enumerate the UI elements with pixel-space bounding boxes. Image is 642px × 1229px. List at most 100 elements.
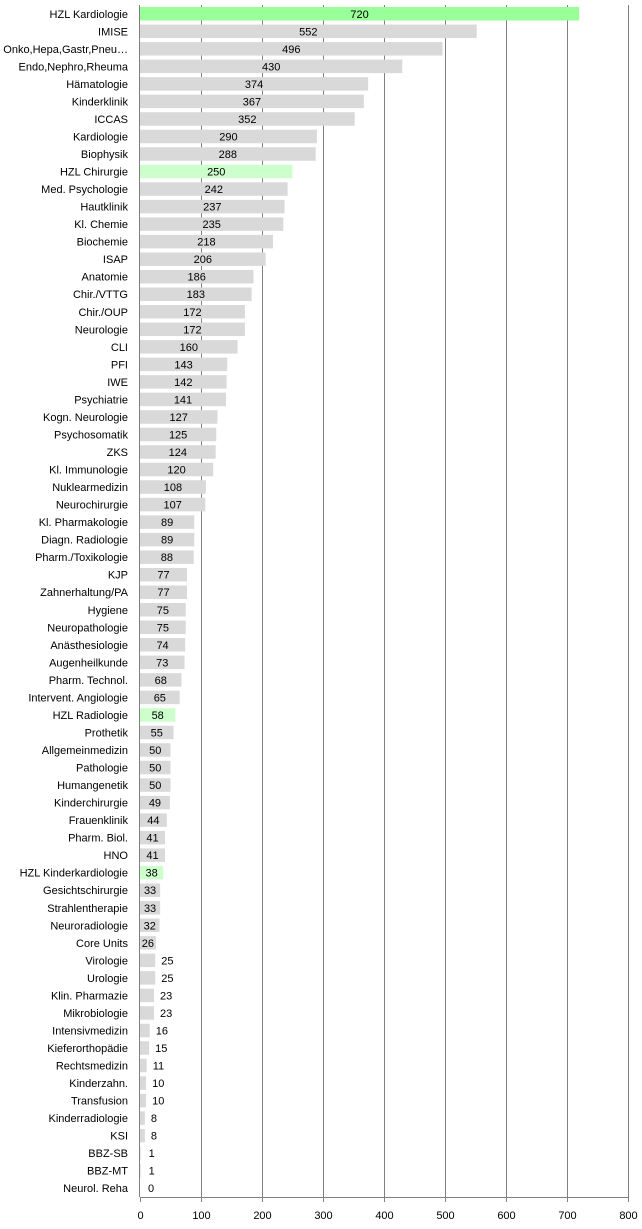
category-label: Klin. Pharmazie: [51, 990, 128, 1002]
bar: [140, 410, 218, 424]
value-label: 172: [183, 324, 201, 336]
bar: [140, 164, 293, 179]
tick-label: 600: [497, 1210, 515, 1222]
value-label: 41: [146, 833, 158, 845]
bar: [140, 287, 252, 301]
category-label: BBZ-SB: [88, 1148, 128, 1160]
category-label: IWE: [107, 377, 128, 389]
category-label: Augenheilkunde: [49, 657, 128, 669]
value-label: 65: [154, 692, 166, 704]
category-label: Neuropathologie: [47, 622, 128, 634]
category-label: Pathologie: [76, 763, 128, 775]
value-label: 25: [161, 973, 173, 985]
bar: [140, 217, 284, 231]
value-label: 50: [149, 780, 161, 792]
value-label: 74: [156, 640, 168, 652]
value-label: 143: [174, 359, 192, 371]
value-label: 237: [203, 202, 221, 214]
bar: [140, 603, 186, 617]
value-label: 108: [164, 482, 182, 494]
category-label: Pharm./Toxikologie: [35, 552, 128, 564]
value-label: 8: [151, 1131, 157, 1143]
category-label: Kl. Chemie: [74, 219, 128, 231]
bar: [140, 1041, 150, 1055]
category-label: Psychiatrie: [74, 394, 128, 406]
value-label: 186: [188, 272, 206, 284]
bar: [140, 1093, 147, 1108]
category-label: Pharm. Technol.: [49, 675, 128, 687]
category-label: BBZ-MT: [87, 1166, 128, 1178]
category-label: Med. Psychologie: [41, 184, 128, 196]
category-label: Hautklinik: [80, 202, 128, 214]
value-label: 107: [163, 500, 181, 512]
bar: [140, 77, 369, 91]
bar: [140, 42, 443, 56]
value-label: 68: [155, 675, 167, 687]
category-label: ISAP: [103, 254, 128, 266]
bar: [140, 848, 166, 862]
category-label: Biophysik: [81, 149, 129, 161]
bar: [140, 918, 160, 933]
value-label: 88: [161, 552, 173, 564]
value-label: 288: [219, 149, 237, 161]
bar: [140, 59, 403, 74]
bar: [140, 252, 266, 266]
category-label: Kogn. Neurologie: [43, 412, 128, 424]
bar: [140, 1128, 145, 1143]
tick-label: 700: [558, 1210, 576, 1222]
bar: [140, 988, 155, 1003]
category-label: Biochemie: [77, 237, 128, 249]
category-label: Onko,Hepa,Gastr,Pneu…: [3, 44, 128, 56]
value-label: 77: [157, 587, 169, 599]
bar: [140, 462, 214, 477]
category-label: Urologie: [87, 973, 128, 985]
value-label: 142: [174, 377, 192, 389]
category-label: Diagn. Radiologie: [41, 535, 128, 547]
category-label: ICCAS: [94, 114, 128, 126]
value-label: 141: [174, 394, 192, 406]
category-label: Humangenetik: [57, 780, 128, 792]
category-label: Intensivmedizin: [52, 1025, 128, 1037]
bar: [140, 725, 174, 740]
bar: [140, 550, 194, 564]
value-label: 496: [282, 44, 300, 56]
value-label: 120: [167, 465, 185, 477]
value-label: 32: [144, 920, 156, 932]
value-label: 75: [157, 605, 169, 617]
value-label: 41: [146, 850, 158, 862]
value-label: 55: [151, 727, 163, 739]
bar: [140, 532, 195, 547]
bar: [140, 234, 273, 249]
category-label: HNO: [104, 850, 129, 862]
bar: [140, 357, 228, 372]
bar: [140, 708, 176, 722]
value-label: 430: [262, 61, 280, 73]
value-label: 58: [152, 710, 164, 722]
value-label: 127: [170, 412, 188, 424]
bars: HZL Kardiologie 720 IMISE 552 Onko,Hepa,Gast…: [3, 7, 580, 1195]
x-axis: 0 100 200 300 400 500 600 700 800: [137, 5, 638, 1222]
value-label: 124: [169, 447, 187, 459]
value-label: 38: [145, 868, 157, 880]
value-label: 160: [180, 342, 198, 354]
bar: [140, 743, 171, 757]
category-label: Neurochirurgie: [56, 500, 128, 512]
bar: [140, 883, 161, 897]
category-label: Anästhesiologie: [50, 640, 128, 652]
category-label: HZL Radiologie: [53, 710, 128, 722]
value-label: 183: [187, 289, 205, 301]
bar: [140, 813, 167, 827]
bar: [140, 392, 227, 407]
bar: [140, 901, 161, 915]
bar: [140, 182, 288, 196]
bar: [140, 269, 254, 284]
value-label: 290: [219, 131, 237, 143]
category-label: Kieferorthopädie: [47, 1043, 128, 1055]
category-label: HZL Kardiologie: [50, 9, 128, 21]
value-label: 23: [160, 1008, 172, 1020]
bar: [140, 497, 206, 512]
bar: [140, 1111, 145, 1125]
value-label: 1: [149, 1166, 155, 1178]
tick-label: 800: [619, 1210, 637, 1222]
bar: [140, 865, 164, 880]
